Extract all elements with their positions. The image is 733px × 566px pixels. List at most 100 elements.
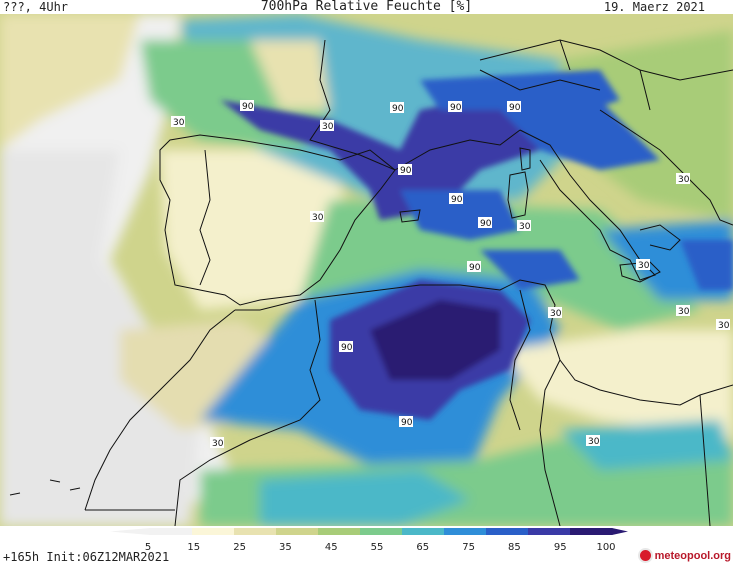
svg-text:30: 30	[173, 118, 185, 128]
svg-text:30: 30	[638, 261, 650, 271]
colorbar-swatch	[444, 528, 487, 535]
core-italy-south	[480, 250, 580, 290]
moist-band-south-blue	[260, 470, 470, 526]
core-east-sea	[680, 240, 733, 290]
coastline-sardinia	[507, 171, 529, 219]
colorbar-swatch	[192, 528, 235, 535]
contour-label-90: 90	[448, 101, 462, 113]
coastline-italy	[519, 129, 656, 281]
colorbar-tick-labels: 5 15 25 35 45 55 65 75 85 95 100	[145, 542, 616, 553]
map-footer: 5 15 25 35 45 55 65 75 85 95 100 +165h Init:06Z12M…	[0, 526, 733, 566]
canary-islands	[9, 479, 81, 496]
colorbar-tick-label: 65	[416, 542, 429, 553]
svg-text:30: 30	[588, 437, 600, 447]
contour-labels-30: 30 30 30 30 30 30 30 30 30 30	[171, 116, 730, 449]
contour-label-90: 90	[240, 100, 254, 112]
contour-label-90: 90	[398, 164, 412, 176]
coastline-iberia	[159, 134, 396, 306]
colorbar-swatch	[150, 528, 193, 535]
moist-patch-lower-right	[560, 420, 733, 470]
colorbar-start-arrow	[110, 528, 150, 535]
colorbar-tick-label: 75	[462, 542, 475, 553]
coastline-north-africa	[235, 279, 733, 406]
contour-label-30: 30	[676, 173, 690, 185]
svg-text:30: 30	[312, 213, 324, 223]
core-algeria-inner	[370, 300, 500, 380]
coastlines	[9, 39, 733, 526]
run-info: +165h Init:06Z12MAR2021	[3, 550, 170, 564]
svg-text:90: 90	[451, 195, 463, 205]
map-title: 700hPa Relative Feuchte [%]	[260, 0, 473, 14]
contour-label-90: 90	[478, 217, 492, 229]
svg-text:30: 30	[550, 309, 562, 319]
contour-label-30: 30	[586, 435, 600, 447]
svg-text:30: 30	[322, 122, 334, 132]
brand[interactable]: meteopool.org	[637, 548, 731, 563]
border-algeria-tunisia	[509, 289, 531, 431]
dry-zone-libya	[500, 330, 733, 440]
contour-labels-90: 90 90 90 90 90 90 90 90 90 90	[240, 100, 521, 428]
colorbar-swatch	[528, 528, 571, 535]
colorbar-swatch	[570, 528, 613, 535]
dry-zone-iberia	[160, 150, 350, 310]
coastline-corsica	[519, 147, 531, 171]
humidity-map: 90 90 90 90 90 90 90 90 90 90 30 30 30 3…	[0, 14, 733, 526]
colorbar-end-arrow	[612, 528, 628, 535]
border-central-europe	[479, 39, 651, 111]
coastline-morocco-west	[84, 309, 236, 511]
contour-label-30: 30	[210, 437, 224, 449]
svg-text:90: 90	[341, 343, 353, 353]
contour-label-30: 30	[548, 307, 562, 319]
dry-patch-biscay	[250, 40, 330, 110]
border-spain-portugal	[199, 149, 211, 286]
coastline-balearics	[399, 209, 421, 223]
brand-name: meteopool.org	[654, 549, 731, 562]
svg-text:90: 90	[401, 418, 413, 428]
colorbar-swatches	[110, 528, 628, 535]
colorbar-swatch	[360, 528, 403, 535]
colorbar-tick-label: 25	[233, 542, 246, 553]
contour-label-90: 90	[399, 416, 413, 428]
colorbar-tick-label: 55	[371, 542, 384, 553]
svg-text:90: 90	[392, 104, 404, 114]
dry-zone-atlantic	[0, 150, 200, 526]
colorbar-tick-label: 35	[279, 542, 292, 553]
colorbar-tick-label: 85	[508, 542, 521, 553]
colorbar-tick-label: 100	[596, 542, 615, 553]
svg-text:30: 30	[212, 439, 224, 449]
coastline-italy-heel	[639, 224, 681, 251]
contour-label-30: 30	[676, 305, 690, 317]
contour-label-90: 90	[467, 261, 481, 273]
border-morocco-algeria	[174, 299, 321, 526]
colorbar-swatch	[318, 528, 361, 535]
contour-label-30: 30	[716, 319, 730, 331]
svg-text:90: 90	[480, 219, 492, 229]
colorbar-swatch	[276, 528, 319, 535]
svg-text:30: 30	[718, 321, 730, 331]
colorbar-swatch	[234, 528, 277, 535]
contour-label-30: 30	[171, 116, 185, 128]
core-adriatic	[500, 100, 660, 170]
svg-text:30: 30	[519, 222, 531, 232]
border-tunisia-libya	[539, 359, 561, 526]
colorbar-swatch	[486, 528, 529, 535]
contour-label-90: 90	[507, 101, 521, 113]
moist-band-atlantic	[0, 14, 140, 150]
contour-label-30: 30	[320, 120, 334, 132]
contour-label-90: 90	[390, 102, 404, 114]
coastline-france	[309, 39, 521, 171]
contour-label-90: 90	[449, 193, 463, 205]
colorbar-tick-label: 5	[145, 542, 151, 553]
colorbar-swatch	[402, 528, 445, 535]
contour-label-30: 30	[310, 211, 324, 223]
colorbar: 5 15 25 35 45 55 65 75 85 95 100	[110, 528, 628, 553]
svg-text:30: 30	[678, 307, 690, 317]
contour-label-30: 30	[636, 259, 650, 271]
high-humidity-cores	[220, 70, 733, 420]
contour-label-30: 30	[517, 220, 531, 232]
colorbar-tick-label: 95	[554, 542, 567, 553]
svg-text:90: 90	[509, 103, 521, 113]
svg-text:90: 90	[242, 102, 254, 112]
valid-date-label: 19. Maerz 2021	[603, 0, 705, 14]
